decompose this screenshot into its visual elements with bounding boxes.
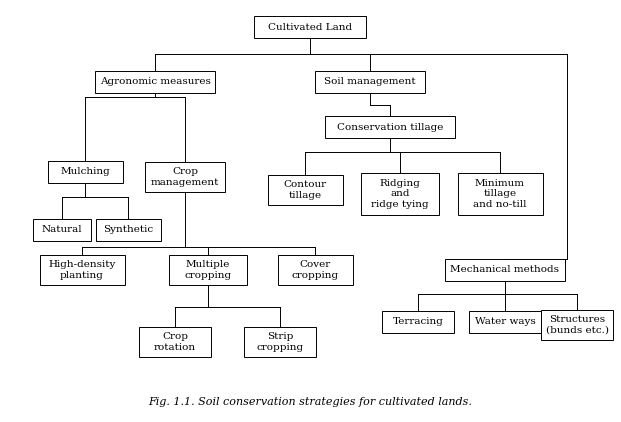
Text: Crop
management: Crop management bbox=[151, 167, 219, 187]
Text: Structures
(bunds etc.): Structures (bunds etc.) bbox=[545, 315, 609, 335]
FancyBboxPatch shape bbox=[96, 219, 160, 241]
FancyBboxPatch shape bbox=[47, 161, 122, 183]
Text: Mechanical methods: Mechanical methods bbox=[450, 265, 560, 274]
Text: Conservation tillage: Conservation tillage bbox=[337, 122, 443, 132]
Text: Synthetic: Synthetic bbox=[103, 225, 153, 235]
FancyBboxPatch shape bbox=[244, 327, 316, 357]
FancyBboxPatch shape bbox=[95, 71, 215, 93]
Text: Water ways: Water ways bbox=[474, 317, 535, 327]
FancyBboxPatch shape bbox=[145, 162, 225, 192]
Text: High-density
planting: High-density planting bbox=[48, 260, 116, 280]
Text: Minimum
tillage
and no-till: Minimum tillage and no-till bbox=[473, 179, 527, 209]
Text: Soil management: Soil management bbox=[324, 78, 416, 87]
FancyBboxPatch shape bbox=[458, 173, 543, 215]
Text: Strip
cropping: Strip cropping bbox=[256, 332, 304, 352]
FancyBboxPatch shape bbox=[268, 175, 343, 205]
Text: Ridging
and
ridge tying: Ridging and ridge tying bbox=[371, 179, 429, 209]
Text: Cover
cropping: Cover cropping bbox=[291, 260, 338, 280]
Text: Multiple
cropping: Multiple cropping bbox=[184, 260, 232, 280]
FancyBboxPatch shape bbox=[169, 255, 247, 285]
FancyBboxPatch shape bbox=[315, 71, 425, 93]
FancyBboxPatch shape bbox=[445, 259, 565, 281]
FancyBboxPatch shape bbox=[325, 116, 455, 138]
FancyBboxPatch shape bbox=[278, 255, 353, 285]
FancyBboxPatch shape bbox=[469, 311, 541, 333]
Text: Natural: Natural bbox=[42, 225, 83, 235]
FancyBboxPatch shape bbox=[361, 173, 439, 215]
FancyBboxPatch shape bbox=[382, 311, 454, 333]
FancyBboxPatch shape bbox=[541, 310, 613, 340]
Text: Fig. 1.1. Soil conservation strategies for cultivated lands.: Fig. 1.1. Soil conservation strategies f… bbox=[148, 397, 472, 407]
Text: Terracing: Terracing bbox=[392, 317, 443, 327]
FancyBboxPatch shape bbox=[33, 219, 91, 241]
Text: Mulching: Mulching bbox=[60, 168, 110, 176]
Text: Contour
tillage: Contour tillage bbox=[283, 180, 327, 200]
FancyBboxPatch shape bbox=[40, 255, 124, 285]
FancyBboxPatch shape bbox=[139, 327, 211, 357]
Text: Agronomic measures: Agronomic measures bbox=[99, 78, 211, 87]
Text: Crop
rotation: Crop rotation bbox=[154, 332, 196, 352]
Text: Cultivated Land: Cultivated Land bbox=[268, 22, 352, 32]
FancyBboxPatch shape bbox=[254, 16, 366, 38]
